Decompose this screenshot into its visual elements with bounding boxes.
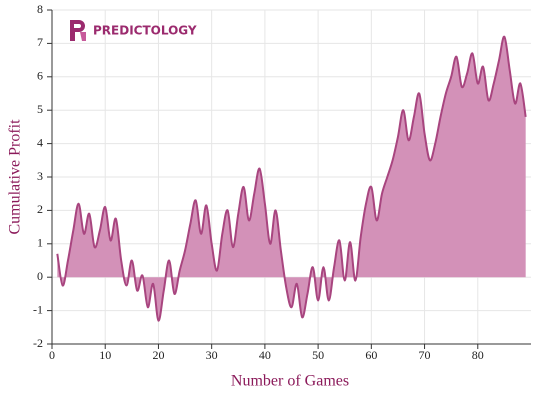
x-axis-title: Number of Games xyxy=(231,373,349,390)
y-tick-label: 4 xyxy=(37,135,43,149)
x-tick-label: 80 xyxy=(472,348,484,362)
x-tick-label: 10 xyxy=(99,348,111,362)
x-tick-label: 40 xyxy=(259,348,271,362)
x-tick-label: 60 xyxy=(365,348,377,362)
y-tick-label: -1 xyxy=(33,302,43,316)
y-tick-label: 7 xyxy=(37,35,43,49)
logo-icon xyxy=(70,20,85,41)
y-axis-title: Cumulative Profit xyxy=(7,119,24,235)
y-tick-label: -2 xyxy=(33,336,43,350)
x-tick-label: 70 xyxy=(419,348,431,362)
y-tick-label: 1 xyxy=(37,236,43,250)
y-tick-label: 6 xyxy=(37,69,43,83)
y-tick-label: 0 xyxy=(37,269,43,283)
logo xyxy=(70,20,86,41)
line xyxy=(56,35,527,322)
x-tick-label: 50 xyxy=(312,348,324,362)
area xyxy=(57,36,526,321)
y-tick-label: 2 xyxy=(37,202,43,216)
x-tick-label: 20 xyxy=(152,348,164,362)
y-tick-label: 8 xyxy=(37,2,43,16)
x-tick-label: 0 xyxy=(49,348,55,362)
x-tick-label: 30 xyxy=(206,348,218,362)
y-tick-label: 3 xyxy=(37,169,43,183)
brand: PREDICTOLOGY xyxy=(93,24,197,38)
logo-icon-accent xyxy=(80,32,86,41)
y-tick-label: 5 xyxy=(37,102,43,116)
